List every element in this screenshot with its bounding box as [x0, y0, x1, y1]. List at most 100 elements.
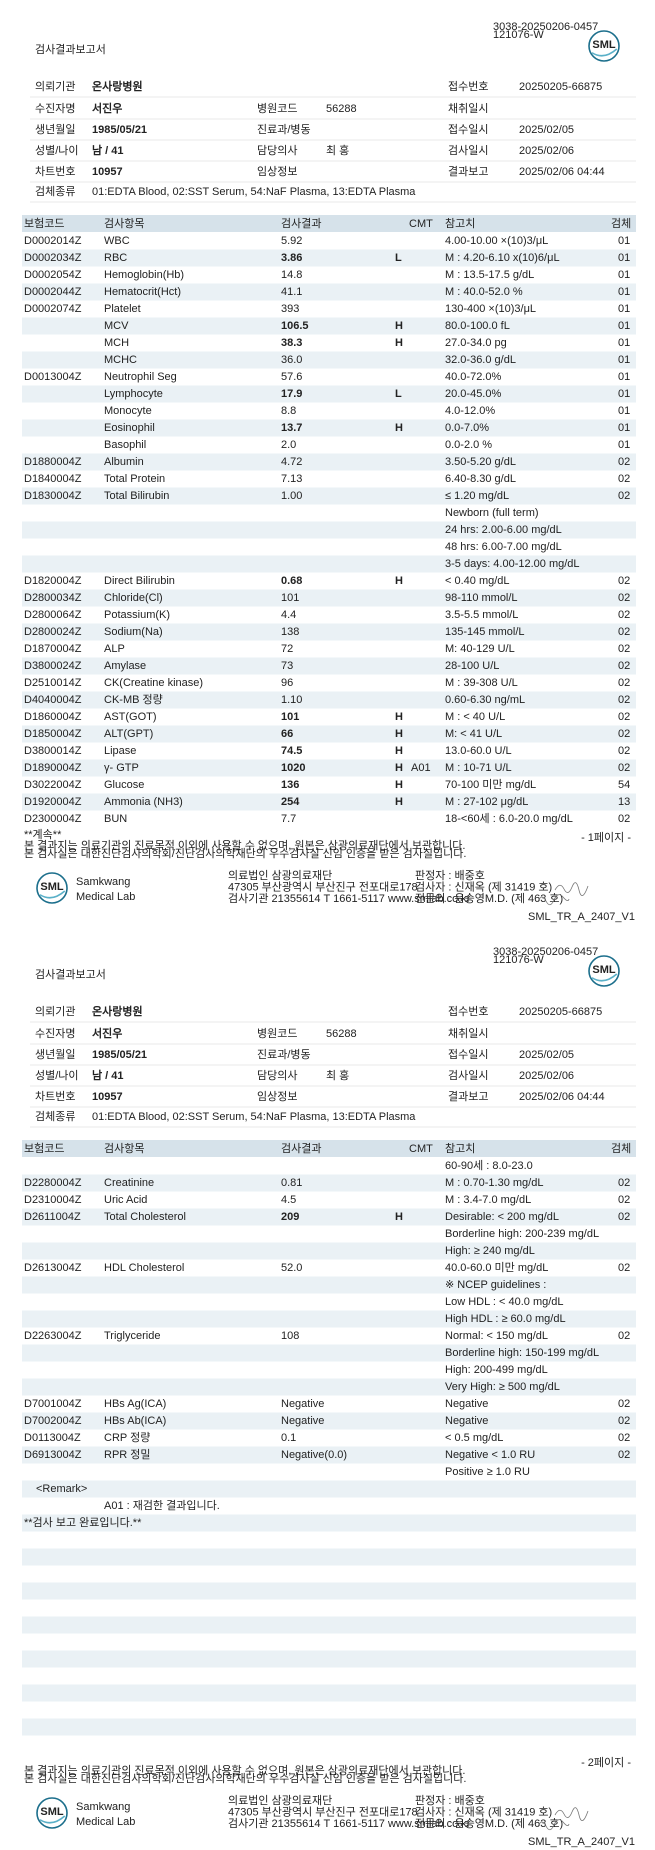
test-name: Total Cholesterol — [104, 1211, 186, 1223]
test-code: D0002044Z — [24, 286, 82, 298]
reference-range: M : 10-71 U/L — [445, 762, 512, 774]
test-result: 36.0 — [281, 354, 302, 366]
test-result: 4.72 — [281, 456, 302, 468]
info-label: 검체종류 — [35, 1110, 75, 1123]
test-result: 96 — [281, 677, 293, 689]
test-name: Monocyte — [104, 405, 152, 417]
info-label: 채취일시 — [448, 1026, 488, 1040]
result-flag: H — [395, 711, 403, 723]
specimen-code: 02 — [618, 694, 630, 706]
column-header: CMT — [409, 1143, 433, 1155]
reference-range: 3.50-5.20 g/dL — [445, 456, 516, 468]
signature — [554, 882, 589, 896]
info-label: 진료과/병동 — [257, 123, 311, 136]
test-code: D7002004Z — [24, 1415, 82, 1427]
test-code: D2800034Z — [24, 592, 82, 604]
specimen-code: 02 — [618, 762, 630, 774]
test-code: D6913004Z — [24, 1449, 82, 1461]
test-result: 72 — [281, 643, 293, 655]
reference-range: Positive ≥ 1.0 RU — [445, 1466, 530, 1478]
info-value: 1985/05/21 — [92, 1049, 147, 1061]
row-stripe — [22, 1344, 636, 1362]
test-name: Basophil — [104, 439, 146, 451]
test-name: RBC — [104, 252, 127, 264]
test-code: D1850004Z — [24, 728, 82, 740]
test-result: 38.3 — [281, 337, 302, 349]
reference-range: 3-5 days: 4.00-12.00 mg/dL — [445, 558, 580, 570]
org-info: 의료법인 삼광의료재단 — [228, 1794, 332, 1807]
specimen-code: 01 — [618, 235, 630, 247]
info-value: 남 / 41 — [92, 1069, 124, 1082]
row-stripe — [22, 521, 636, 539]
test-result: 2.0 — [281, 439, 296, 451]
test-name: ALT(GPT) — [104, 728, 153, 740]
info-label: 채취일시 — [448, 101, 488, 115]
test-name: HBs Ab(ICA) — [104, 1415, 166, 1427]
info-value: 56288 — [326, 1028, 357, 1040]
reference-range: ≤ 1.20 mg/dL — [445, 490, 509, 502]
reference-range: Negative — [445, 1398, 488, 1410]
test-name: Glucose — [104, 779, 144, 791]
test-result: 4.4 — [281, 609, 296, 621]
signer: 검사자 : 신재옥 (제 31419 호) — [415, 1805, 552, 1818]
report-end: **검사 보고 완료입니다.** — [24, 1516, 142, 1529]
org-info: 검사기관 21355614 T 1661-5117 www.smlab.co.k… — [228, 892, 471, 905]
test-code: D1830004Z — [24, 490, 82, 502]
specimen-code: 02 — [618, 813, 630, 825]
test-result: 13.7 — [281, 422, 302, 434]
reference-range: M : 0.70-1.30 mg/dL — [445, 1177, 543, 1189]
specimen-code: 02 — [618, 1194, 630, 1206]
info-value: 10957 — [92, 1091, 123, 1103]
continuation: **계속** — [24, 828, 62, 841]
result-flag: L — [395, 388, 402, 400]
specimen-code: 02 — [618, 643, 630, 655]
test-code: D1920004Z — [24, 796, 82, 808]
info-value: 최 홍 — [326, 1068, 349, 1082]
specimen-code: 02 — [618, 1398, 630, 1410]
info-label: 수진자명 — [35, 102, 75, 115]
specimen-code: 02 — [618, 490, 630, 502]
row-stripe — [22, 1242, 636, 1260]
test-code: D2310004Z — [24, 1194, 82, 1206]
row-stripe — [22, 1650, 636, 1668]
footnote: 본 검사실은 대한진단검사의학회/진단검사의학재단의 우수검사실 신임 인증을 … — [24, 1772, 466, 1785]
reference-range: 3.5-5.5 mmol/L — [445, 609, 518, 621]
specimen-code: 01 — [618, 252, 630, 264]
specimen-code: 02 — [618, 745, 630, 757]
test-result: Negative — [281, 1415, 324, 1427]
reference-range: Negative — [445, 1415, 488, 1427]
reference-range: M: 40-129 U/L — [445, 643, 515, 655]
signature — [554, 1807, 589, 1821]
test-code: D1880004Z — [24, 456, 82, 468]
row-stripe — [22, 1446, 636, 1464]
result-flag: H — [395, 337, 403, 349]
row-stripe — [22, 487, 636, 505]
specimen-code: 02 — [618, 677, 630, 689]
reference-range: High: ≥ 240 mg/dL — [445, 1245, 535, 1257]
logo-swoosh — [591, 973, 618, 982]
specimen-code: 02 — [618, 592, 630, 604]
test-code: D2263004Z — [24, 1330, 82, 1342]
row-stripe — [22, 249, 636, 267]
test-name: Amylase — [104, 660, 146, 672]
test-result: 8.8 — [281, 405, 296, 417]
reference-range: 24 hrs: 2.00-6.00 mg/dL — [445, 524, 562, 536]
column-header: 참고치 — [445, 217, 475, 230]
column-header: 참고치 — [445, 1142, 475, 1155]
specimen-code: 02 — [618, 711, 630, 723]
test-code: D2800064Z — [24, 609, 82, 621]
reference-range: High HDL : ≥ 60.0 mg/dL — [445, 1313, 566, 1325]
column-header: 검체 — [611, 217, 631, 230]
info-label: 접수번호 — [448, 1005, 488, 1018]
test-result: 138 — [281, 626, 299, 638]
reference-range: M : 27-102 μg/dL — [445, 796, 528, 808]
specimen-code: 13 — [618, 796, 630, 808]
test-result: 106.5 — [281, 320, 309, 332]
test-name: Uric Acid — [104, 1194, 147, 1206]
row-stripe — [22, 555, 636, 573]
reference-range: 40.0-60.0 미만 mg/dL — [445, 1261, 548, 1274]
barcode-id: 3038-20250206-0457 — [493, 21, 598, 33]
specimen-code: 02 — [618, 728, 630, 740]
